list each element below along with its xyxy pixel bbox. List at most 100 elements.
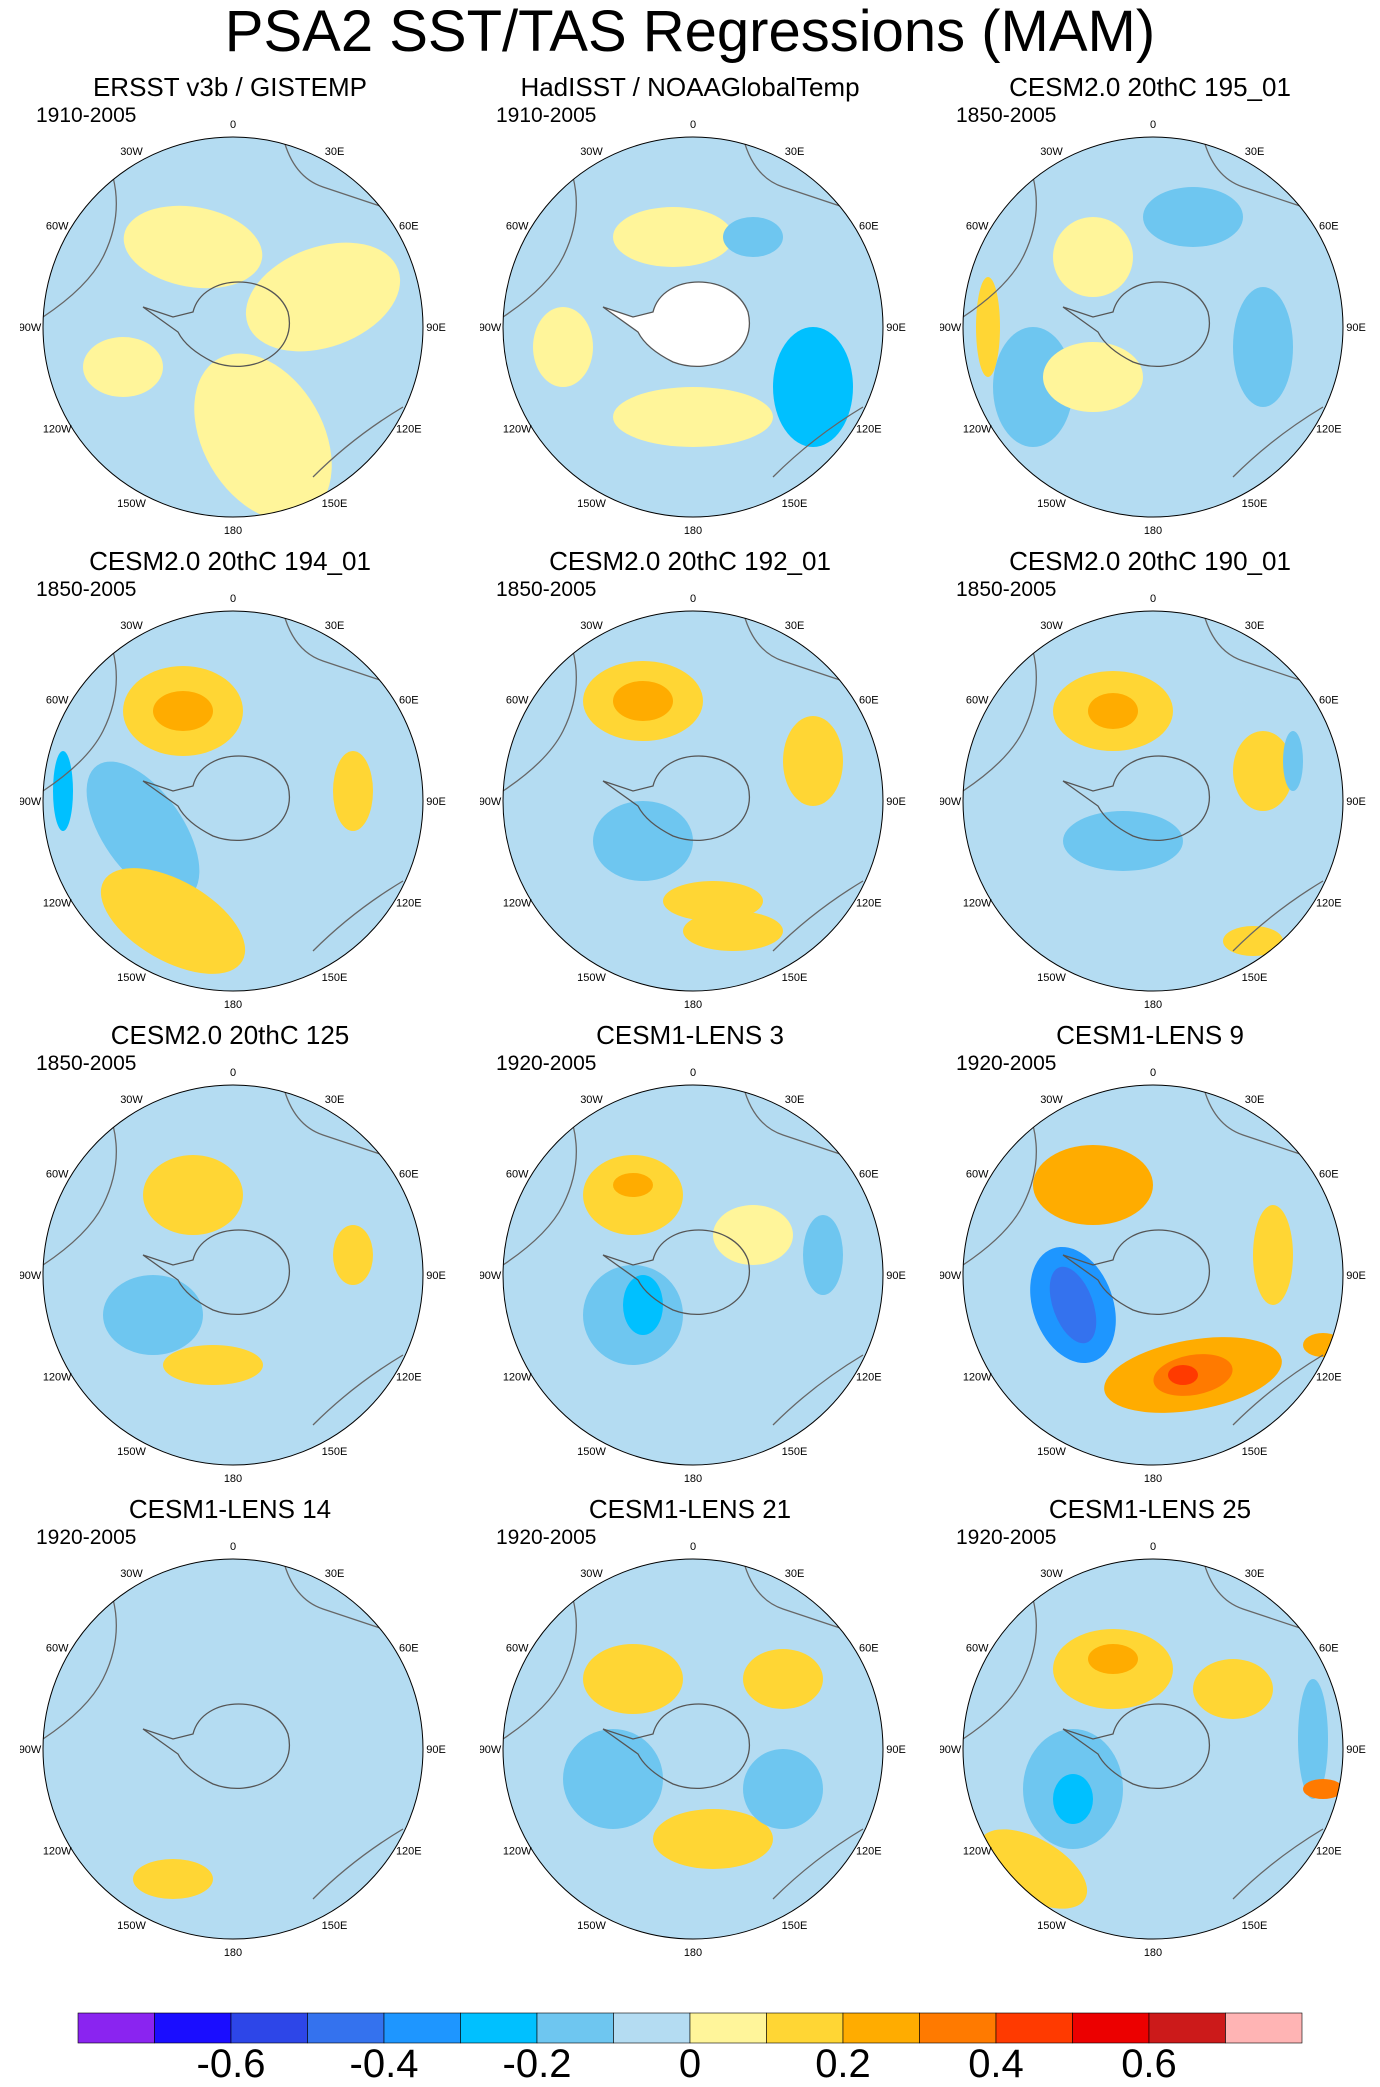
longitude-label: 30W — [1040, 620, 1063, 632]
longitude-label: 60W — [506, 1169, 529, 1181]
longitude-label: 90W — [20, 796, 42, 808]
antarctica-coastline — [1062, 1229, 1211, 1315]
antarctica-coastline — [142, 1229, 291, 1315]
anomaly-region — [663, 881, 763, 921]
longitude-label: 180 — [1144, 999, 1162, 1011]
panel-period: 1920-2005 — [956, 1526, 1057, 1549]
anomaly-region — [194, 353, 332, 517]
longitude-label: 60E — [859, 1643, 879, 1655]
panel-period: 1850-2005 — [36, 1052, 137, 1075]
longitude-label: 150W — [1037, 1920, 1066, 1932]
longitude-label: 120E — [856, 424, 882, 436]
colorbar-tick-label: 0.6 — [1121, 2042, 1177, 2086]
anomaly-region — [333, 1225, 373, 1285]
anomaly-region — [1043, 342, 1143, 412]
polar-map: 0 30E 60E 90E 120E 150E 180 150W 120W 90W 60W 30W — [20, 1067, 446, 1485]
panel-title: CESM2.0 20thC 195_01 — [1009, 72, 1291, 102]
longitude-label: 150E — [322, 972, 348, 984]
longitude-label: 90W — [940, 322, 962, 334]
longitude-label: 150E — [1242, 498, 1268, 510]
continent-coastline — [503, 137, 864, 478]
anomaly-region — [743, 1749, 823, 1829]
panel-title: CESM1-LENS 3 — [596, 1020, 784, 1050]
longitude-label: 0 — [690, 1067, 696, 1079]
longitude-label: 60E — [1319, 1169, 1339, 1181]
colorbar-tick-label: 0 — [679, 2042, 701, 2086]
longitude-label: 150E — [782, 972, 808, 984]
longitude-label: 120E — [856, 1372, 882, 1384]
colorbar-swatch — [154, 2012, 232, 2044]
longitude-label: 0 — [1150, 593, 1156, 605]
longitude-label: 60E — [1319, 695, 1339, 707]
panel-title: CESM2.0 20thC 192_01 — [549, 546, 831, 576]
antarctica-coastline — [602, 281, 751, 367]
continent-coastline — [43, 1559, 404, 1900]
longitude-label: 90W — [20, 1270, 42, 1282]
longitude-label: 180 — [224, 525, 242, 537]
longitude-label: 30E — [325, 146, 345, 158]
map-border — [962, 610, 1344, 992]
panel-title: CESM2.0 20thC 125 — [110, 1020, 350, 1050]
anomaly-region — [1033, 1145, 1153, 1225]
continent-coastline — [43, 611, 404, 952]
longitude-label: 150W — [1037, 498, 1066, 510]
longitude-label: 120W — [503, 1846, 532, 1858]
map-panel: CESM1-LENS 14 0 30E 60E 90E 120E 150E 180 150W 12… — [0, 1494, 460, 1968]
anomaly-region — [133, 1859, 213, 1899]
polar-map: 0 30E 60E 90E 120E 150E 180 150W 120W 90W 60W 30W — [940, 1541, 1366, 1959]
longitude-label: 150W — [577, 972, 606, 984]
polar-map: 0 30E 60E 90E 120E 150E 180 150W 120W 90W 60W 30W — [480, 1541, 906, 1959]
longitude-label: 30W — [120, 1094, 143, 1106]
antarctica-coastline — [142, 281, 291, 367]
panel-title: HadISST / NOAAGlobalTemp — [520, 72, 860, 102]
anomaly-region — [1143, 187, 1243, 247]
continent-coastline — [503, 1559, 864, 1900]
longitude-label: 150W — [577, 1920, 606, 1932]
longitude-label: 120W — [43, 1846, 72, 1858]
longitude-label: 60W — [46, 1169, 69, 1181]
anomaly-region — [723, 217, 783, 257]
longitude-label: 0 — [230, 1541, 236, 1553]
longitude-label: 150W — [117, 1446, 146, 1458]
longitude-label: 90W — [940, 796, 962, 808]
longitude-label: 150E — [782, 1446, 808, 1458]
anomaly-region — [245, 242, 401, 352]
continent-coastline — [43, 1085, 404, 1426]
longitude-label: 90E — [1346, 1744, 1366, 1756]
map-border — [502, 1558, 884, 1940]
continent-coastline — [963, 611, 1324, 952]
longitude-label: 150W — [117, 972, 146, 984]
anomaly-region — [1053, 1774, 1093, 1824]
longitude-label: 120E — [396, 898, 422, 910]
longitude-label: 120E — [396, 424, 422, 436]
colorbar-tick-label: -0.4 — [350, 2042, 419, 2086]
longitude-label: 150W — [577, 1446, 606, 1458]
longitude-label: 0 — [690, 1541, 696, 1553]
longitude-label: 150W — [117, 498, 146, 510]
panel-period: 1920-2005 — [36, 1526, 137, 1549]
anomaly-region — [613, 387, 773, 447]
map-border — [42, 1084, 424, 1466]
longitude-label: 150W — [577, 498, 606, 510]
anomaly-region — [743, 1649, 823, 1709]
map-background — [963, 611, 1343, 991]
longitude-label: 120W — [963, 1372, 992, 1384]
longitude-label: 150E — [782, 1920, 808, 1932]
panel-period: 1850-2005 — [956, 578, 1057, 601]
colorbar-swatch — [1225, 2012, 1303, 2044]
anomaly-region — [53, 751, 73, 831]
colorbar-swatch — [766, 2012, 844, 2044]
longitude-label: 30W — [1040, 146, 1063, 158]
colorbar-tick-label: -0.2 — [503, 2042, 572, 2086]
longitude-label: 60W — [966, 1643, 989, 1655]
longitude-label: 60W — [46, 221, 69, 233]
anomaly-region — [143, 1155, 243, 1235]
longitude-label: 120E — [1316, 898, 1342, 910]
anomaly-region — [593, 801, 693, 881]
anomaly-region — [613, 1173, 653, 1197]
longitude-label: 60E — [1319, 1643, 1339, 1655]
longitude-label: 0 — [230, 593, 236, 605]
longitude-label: 90E — [886, 1744, 906, 1756]
longitude-label: 0 — [230, 1067, 236, 1079]
polar-map: 0 30E 60E 90E 120E 150E 180 150W 120W 90W 60W 30W — [480, 1067, 906, 1485]
